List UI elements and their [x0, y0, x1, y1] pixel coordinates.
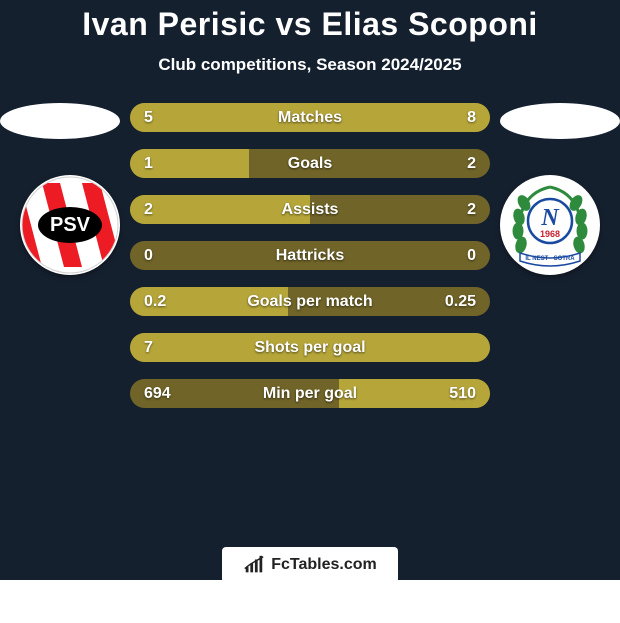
- stat-label: Hattricks: [130, 247, 490, 265]
- stat-label: Matches: [130, 109, 490, 127]
- stat-bar: 0.20.25Goals per match: [130, 287, 490, 316]
- chart-bars-icon: [243, 554, 265, 576]
- fctables-logo: FcTables.com: [222, 547, 398, 583]
- stat-bars: 58Matches 12Goals 22Assists 00Hattricks 0.20…: [130, 103, 490, 408]
- stat-label: Goals: [130, 155, 490, 173]
- stat-label: Shots per goal: [130, 339, 490, 357]
- page-title: Ivan Perisic vs Elias Scoponi: [82, 6, 538, 43]
- nest-sotra-badge-icon: N 1968 IL NEST · SOTRA: [500, 175, 600, 275]
- stat-bar: 22Assists: [130, 195, 490, 224]
- arena: PSV: [0, 103, 620, 580]
- player-left-marker: [0, 103, 120, 139]
- stat-bar: 7Shots per goal: [130, 333, 490, 362]
- svg-text:IL NEST · SOTRA: IL NEST · SOTRA: [525, 256, 575, 262]
- player-right-marker: [500, 103, 620, 139]
- stat-label: Min per goal: [130, 385, 490, 403]
- stat-bar: 694510Min per goal: [130, 379, 490, 408]
- svg-text:N: N: [540, 205, 560, 231]
- stat-bar: 58Matches: [130, 103, 490, 132]
- stat-label: Goals per match: [130, 293, 490, 311]
- comparison-card: Ivan Perisic vs Elias Scoponi Club compe…: [0, 0, 620, 580]
- fctables-logo-text: FcTables.com: [271, 556, 377, 574]
- stat-bar: 12Goals: [130, 149, 490, 178]
- stat-bar: 00Hattricks: [130, 241, 490, 270]
- psv-badge-icon: PSV: [20, 175, 120, 275]
- svg-text:1968: 1968: [540, 229, 560, 239]
- svg-text:PSV: PSV: [50, 214, 91, 236]
- date-label: 27 november 2024: [0, 603, 620, 623]
- subtitle: Club competitions, Season 2024/2025: [158, 55, 461, 75]
- stat-label: Assists: [130, 201, 490, 219]
